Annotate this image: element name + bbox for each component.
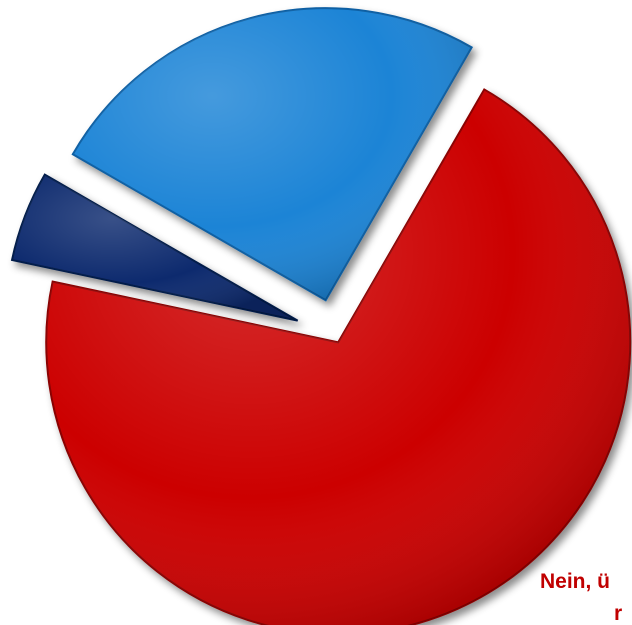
slice-label-nein: Nein, ü bbox=[540, 570, 610, 593]
pie-slice-3-gloss bbox=[72, 8, 472, 301]
slice-label-r: r bbox=[614, 602, 622, 625]
pie-slice-1-gloss bbox=[46, 89, 631, 625]
pie-slices bbox=[10, 7, 632, 625]
pie-slice-2-gloss bbox=[12, 174, 298, 321]
